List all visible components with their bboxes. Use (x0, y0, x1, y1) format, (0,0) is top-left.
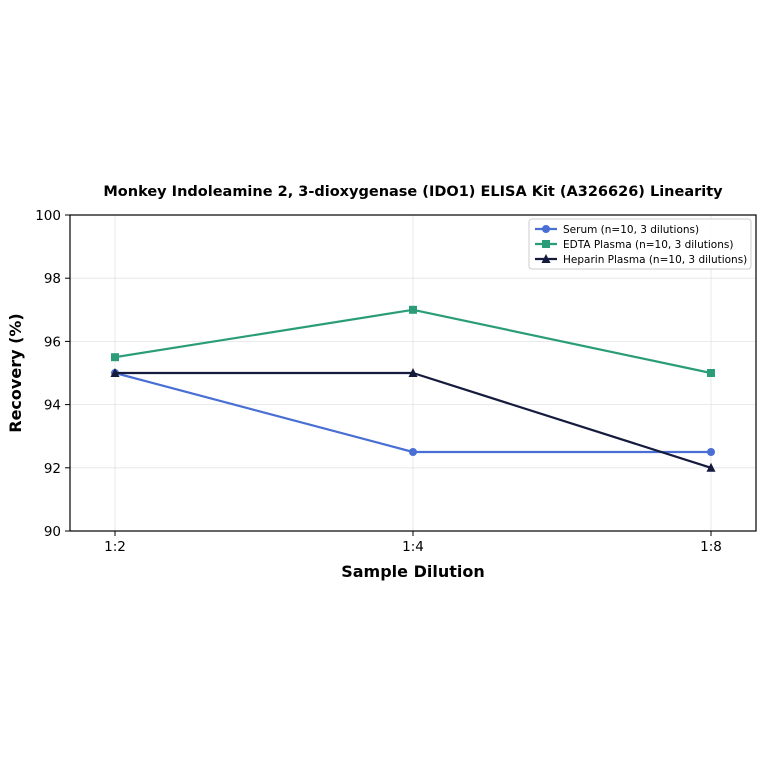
data-point (409, 448, 417, 456)
legend-marker (542, 240, 550, 248)
legend-label: EDTA Plasma (n=10, 3 dilutions) (563, 239, 733, 251)
legend-item: Serum (n=10, 3 dilutions) (535, 224, 699, 236)
legend-label: Serum (n=10, 3 dilutions) (563, 224, 699, 236)
x-tick-label: 1:8 (700, 539, 722, 555)
data-point (707, 448, 715, 456)
ticks: 90 92 94 96 98 100 1:2 1:4 1:8 (35, 208, 722, 555)
chart-title: Monkey Indoleamine 2, 3-dioxygenase (IDO… (103, 184, 723, 200)
series-3 (110, 368, 716, 472)
legend: Serum (n=10, 3 dilutions) EDTA Plasma (n=… (528, 218, 752, 270)
y-axis-label: Recovery (%) (6, 313, 25, 432)
y-tick-label: 90 (44, 524, 61, 540)
y-tick-label: 94 (44, 398, 61, 414)
data-point (110, 368, 120, 377)
series-2 (111, 305, 715, 377)
data-point (409, 305, 417, 314)
legend-label: Heparin Plasma (n=10, 3 dilutions) (563, 254, 747, 266)
x-tick-label: 1:4 (402, 539, 424, 555)
y-tick-label: 98 (44, 271, 61, 287)
y-tick-label: 96 (44, 334, 61, 350)
data-point (707, 369, 715, 377)
legend-item: EDTA Plasma (n=10, 3 dilutions) (535, 239, 733, 251)
legend-marker (541, 254, 551, 263)
series-layer (110, 305, 716, 472)
y-tick-label: 100 (35, 208, 61, 224)
x-tick-label: 1:2 (104, 539, 126, 555)
data-point (706, 462, 716, 472)
data-point (408, 368, 418, 377)
legend-item: Heparin Plasma (n=10, 3 dilutions) (535, 254, 747, 266)
legend-box (528, 218, 752, 270)
data-point (111, 353, 119, 362)
y-tick-label: 92 (44, 461, 61, 477)
x-axis-label: Sample Dilution (341, 562, 485, 581)
legend-marker (542, 225, 550, 233)
